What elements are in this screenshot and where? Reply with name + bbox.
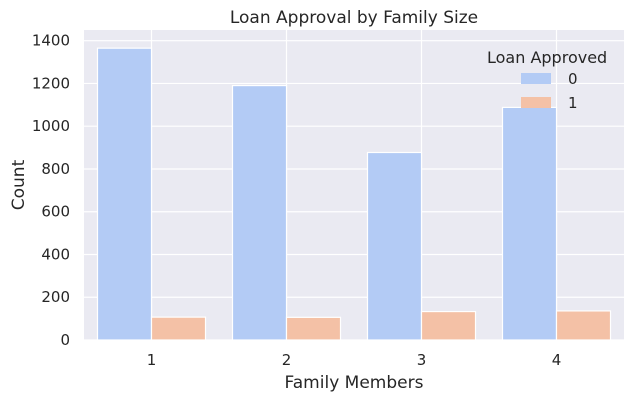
legend-label-series-1: 1 xyxy=(568,94,578,112)
x-tick-label-3: 4 xyxy=(552,351,562,369)
bars xyxy=(96,47,612,341)
x-tick-labels: 1 2 3 4 xyxy=(147,351,562,369)
bar-series-1-cat-4 xyxy=(555,310,612,341)
chart-title: Loan Approval by Family Size xyxy=(230,8,478,28)
bar-series-0-cat-3 xyxy=(366,151,423,341)
y-tick-label-6: 1200 xyxy=(32,74,70,92)
bar-series-0-cat-1 xyxy=(96,47,153,341)
y-axis-title: Count xyxy=(9,159,29,210)
bar-series-1-cat-1 xyxy=(150,316,207,341)
x-tick-label-2: 3 xyxy=(417,351,427,369)
y-tick-label-1: 200 xyxy=(41,288,70,306)
y-tick-label-2: 400 xyxy=(41,245,70,263)
y-tick-label-7: 1400 xyxy=(32,32,70,50)
bar-series-0-cat-2 xyxy=(231,84,288,341)
bar-series-0-cat-4 xyxy=(501,106,558,341)
y-tick-label-3: 600 xyxy=(41,203,70,221)
bar-series-1-cat-2 xyxy=(285,316,342,341)
y-tick-label-4: 800 xyxy=(41,160,70,178)
y-tick-label-0: 0 xyxy=(60,331,70,349)
legend-swatch-series-1 xyxy=(521,97,551,108)
x-axis-title: Family Members xyxy=(285,373,424,393)
y-tick-label-5: 1000 xyxy=(32,117,70,135)
x-tick-label-0: 1 xyxy=(147,351,157,369)
legend-title: Loan Approved xyxy=(487,48,607,67)
x-tick-label-1: 2 xyxy=(282,351,292,369)
legend: Loan Approved 0 1 xyxy=(487,48,607,112)
y-tick-labels: 0 200 400 600 800 1000 1200 1400 xyxy=(32,32,70,349)
legend-label-series-0: 0 xyxy=(568,70,578,88)
bar-series-1-cat-3 xyxy=(420,310,477,341)
legend-swatch-series-0 xyxy=(521,73,551,84)
